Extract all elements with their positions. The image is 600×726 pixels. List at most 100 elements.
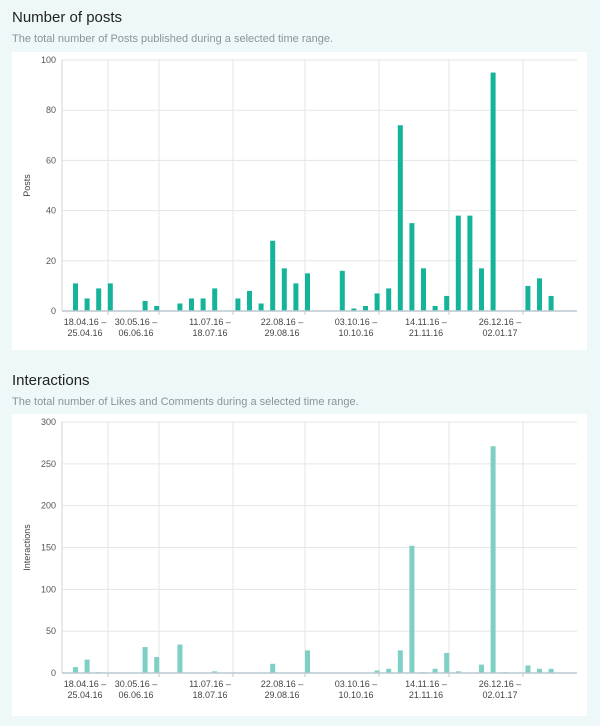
x-tick-label: 25.04.16 [67, 690, 102, 700]
interactions-section: Interactions The total number of Likes a… [0, 362, 600, 726]
bar [397, 125, 403, 311]
x-tick-label: 25.04.16 [67, 328, 102, 338]
y-tick-label: 150 [41, 543, 56, 553]
y-tick-label: 50 [46, 626, 56, 636]
y-axis-label: Interactions [22, 524, 32, 571]
bar [548, 668, 554, 673]
posts-chart-card: 0 20 40 60 80 100 18.04.16 –25.04.16 30.05.16 –… [12, 52, 587, 350]
bar [548, 295, 554, 311]
posts-title: Number of posts [12, 9, 123, 26]
y-tick-label: 200 [41, 501, 56, 511]
interactions-chart: 0 50 100 150 200 250 300 18.04.16 –25.04.16 30.0… [22, 417, 577, 700]
x-tick-label: 14.11.16 – [405, 679, 447, 689]
x-tick-label: 14.11.16 – [405, 317, 447, 327]
bar [212, 671, 218, 673]
bar [84, 659, 90, 673]
bar [142, 300, 148, 311]
x-tick-label: 03.10.16 – [335, 679, 378, 689]
bar [212, 288, 218, 311]
bar [479, 268, 484, 311]
y-tick-label: 20 [46, 256, 56, 266]
y-tick-label: 0 [51, 306, 56, 316]
y-tick-label: 300 [41, 417, 56, 427]
bar [374, 293, 380, 311]
x-tick-label: 02.01.17 [482, 690, 517, 700]
bar [270, 240, 276, 311]
y-tick-label: 250 [41, 459, 56, 469]
posts-section: Number of posts The total number of Post… [0, 0, 600, 360]
x-tick-label: 06.06.16 [118, 328, 153, 338]
x-tick-label: 18.07.16 [192, 690, 227, 700]
bar [189, 298, 194, 311]
y-tick-label: 100 [41, 584, 56, 594]
bar [339, 270, 345, 311]
bar [525, 285, 531, 311]
bar [305, 273, 310, 311]
bar [177, 644, 183, 673]
bar [537, 278, 542, 311]
x-tick-label: 06.06.16 [118, 690, 153, 700]
interactions-chart-card: 0 50 100 150 200 250 300 18.04.16 –25.04.16 30.0… [12, 414, 587, 716]
bar [490, 72, 496, 311]
bar [421, 268, 426, 311]
bar [73, 667, 78, 673]
bar [73, 283, 78, 311]
x-tick-label: 03.10.16 – [335, 317, 378, 327]
bar [455, 671, 461, 673]
bar [386, 668, 392, 673]
y-tick-label: 0 [51, 668, 56, 678]
bar [490, 446, 496, 673]
bar [537, 668, 542, 673]
y-tick-label: 40 [46, 206, 56, 216]
interactions-title: Interactions [12, 372, 90, 389]
x-tick-label: 21.11.16 [409, 328, 443, 338]
bar [444, 295, 450, 311]
bar [525, 665, 531, 673]
bar [247, 290, 252, 311]
bar [479, 664, 484, 673]
y-tick-label: 80 [46, 105, 56, 115]
bar [96, 288, 102, 311]
bar [467, 215, 473, 311]
x-tick-label: 18.04.16 – [64, 317, 107, 327]
x-tick-label: 30.05.16 – [115, 317, 158, 327]
bar [293, 283, 299, 311]
x-tick-label: 26.12.16 – [479, 317, 522, 327]
bar [397, 650, 403, 673]
x-tick-label: 22.08.16 – [261, 679, 304, 689]
x-tick-label: 29.08.16 [264, 690, 299, 700]
x-tick-label: 29.08.16 [264, 328, 299, 338]
x-tick-label: 10.10.16 [338, 328, 373, 338]
x-tick-label: 11.07.16 – [189, 317, 231, 327]
bar [363, 305, 368, 311]
x-tick-label: 02.01.17 [482, 328, 517, 338]
x-tick-label: 22.08.16 – [261, 317, 304, 327]
x-tick-label: 30.05.16 – [115, 679, 158, 689]
bar [432, 305, 438, 311]
posts-chart: 0 20 40 60 80 100 18.04.16 –25.04.16 30.05.16 –… [22, 55, 577, 338]
x-tick-label: 26.12.16 – [479, 679, 522, 689]
bar [374, 670, 380, 673]
x-tick-label: 11.07.16 – [189, 679, 231, 689]
x-tick-label: 18.07.16 [192, 328, 227, 338]
bar [154, 305, 160, 311]
bar [84, 298, 90, 311]
posts-subtitle: The total number of Posts published duri… [12, 33, 334, 45]
bar [235, 298, 241, 311]
x-tick-label: 21.11.16 [409, 690, 443, 700]
y-tick-label: 60 [46, 155, 56, 165]
bar [258, 303, 264, 311]
bar [455, 215, 461, 311]
bar [177, 303, 183, 311]
y-axis-label: Posts [22, 174, 32, 197]
bar [200, 298, 206, 311]
bar [107, 283, 113, 311]
y-tick-label: 100 [41, 55, 56, 65]
bar [270, 663, 276, 673]
bar [305, 650, 310, 673]
bar [351, 308, 357, 311]
bar [409, 223, 415, 311]
x-tick-label: 10.10.16 [338, 690, 373, 700]
bar [432, 668, 438, 673]
bar [281, 268, 287, 311]
